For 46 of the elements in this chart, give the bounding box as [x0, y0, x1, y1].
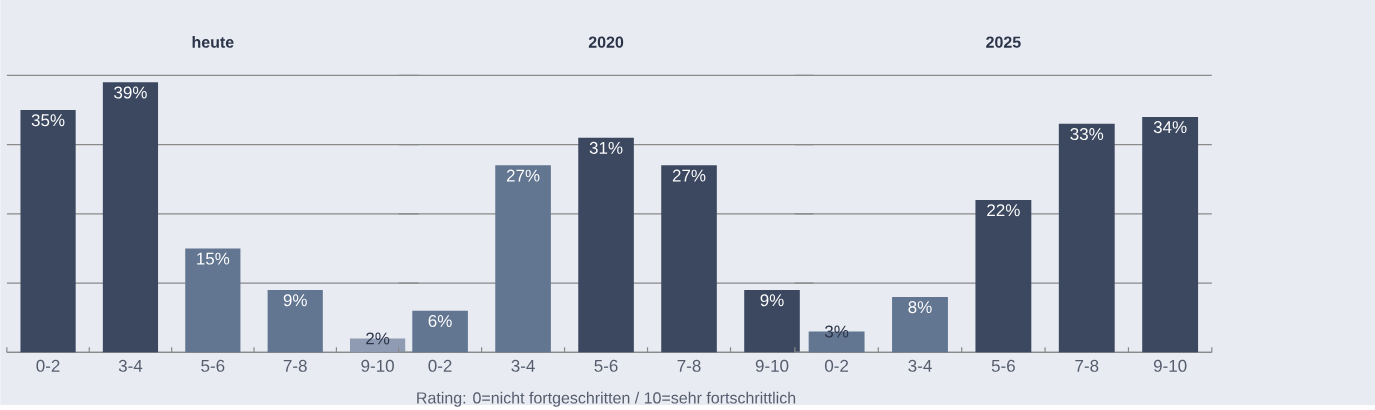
data-label: 9%: [760, 294, 784, 307]
x-tick-label: 3-4: [908, 359, 932, 372]
data-label: 31%: [589, 141, 623, 154]
x-tick-label: 0-2: [36, 359, 60, 372]
x-tick-label: 0-2: [428, 359, 452, 372]
bar: [1058, 123, 1115, 353]
data-label: 6%: [428, 314, 452, 327]
bar: [744, 289, 800, 353]
data-label: 34%: [1153, 121, 1187, 134]
bar: [1142, 116, 1199, 353]
data-label: 33%: [1070, 127, 1104, 141]
text: Rating: 0=nicht fortgeschritten / 10=sehr fortschrittlich: [417, 391, 796, 407]
x-tick-label: 9-10: [1153, 359, 1187, 372]
bar: [661, 165, 717, 353]
data-label: 27%: [506, 169, 540, 182]
bar: [975, 199, 1032, 353]
chart-title: 2025: [986, 36, 1021, 48]
bar: [578, 137, 634, 353]
bar: [267, 289, 323, 353]
bar: [412, 310, 468, 353]
bar: [102, 82, 159, 353]
x-tick-label: 5-6: [594, 359, 618, 372]
x-tick-label: 5-6: [201, 359, 225, 372]
bar: [495, 165, 551, 353]
x-tick-label: 7-8: [1075, 359, 1099, 372]
data-label: 15%: [197, 252, 230, 265]
x-tick-label: 3-4: [118, 359, 143, 372]
data-label: 27%: [672, 169, 706, 182]
data-label: 39%: [114, 86, 147, 99]
x-tick-label: 5-6: [991, 359, 1015, 372]
x-tick-label: 9-10: [361, 359, 394, 372]
x-tick-label: 9-10: [755, 359, 789, 372]
bar: [892, 296, 948, 353]
data-label: 2%: [366, 332, 390, 345]
data-label: 22%: [987, 204, 1020, 217]
x-tick-label: 0-2: [824, 359, 849, 372]
data-label: 35%: [31, 114, 65, 127]
x-tick-label: 7-8: [283, 359, 307, 372]
data-label: 9%: [283, 294, 307, 307]
x-tick-label: 7-8: [677, 359, 701, 372]
bar: [20, 109, 76, 353]
chart-title: 2020: [588, 36, 624, 48]
chart-title: heute: [192, 36, 234, 48]
data-label: 8%: [908, 301, 932, 314]
x-tick-label: 3-4: [511, 359, 535, 372]
bar: [185, 248, 241, 353]
